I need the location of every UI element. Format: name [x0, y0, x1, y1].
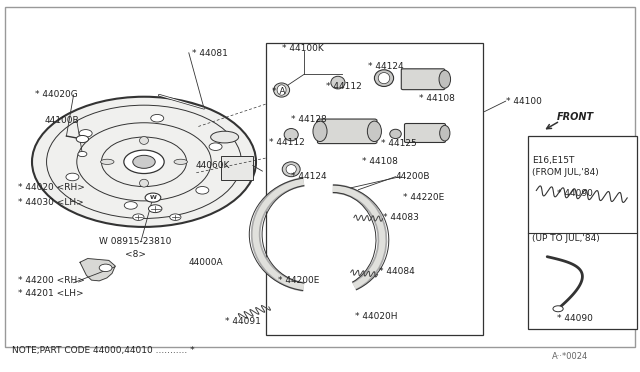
- Bar: [528, 136, 637, 329]
- FancyBboxPatch shape: [317, 119, 377, 144]
- Text: 44200B: 44200B: [396, 172, 430, 181]
- Text: * 44112: * 44112: [326, 82, 362, 91]
- Ellipse shape: [140, 137, 148, 144]
- Text: * 44091: * 44091: [225, 317, 261, 326]
- Text: NOTE;PART CODE 44000,44010 ........... *: NOTE;PART CODE 44000,44010 ........... *: [12, 346, 194, 355]
- Text: * 44084: * 44084: [379, 267, 415, 276]
- Circle shape: [170, 214, 181, 220]
- Ellipse shape: [378, 73, 390, 84]
- Circle shape: [133, 155, 155, 168]
- Text: * 44020 <RH>: * 44020 <RH>: [18, 183, 84, 192]
- Ellipse shape: [211, 131, 239, 143]
- Text: * 44100: * 44100: [506, 97, 541, 106]
- Ellipse shape: [367, 121, 381, 141]
- Text: * 44124: * 44124: [368, 62, 404, 71]
- Circle shape: [124, 150, 164, 173]
- Text: 44060K: 44060K: [195, 161, 230, 170]
- Circle shape: [78, 151, 87, 157]
- Text: W: W: [150, 195, 156, 200]
- Text: * 44124: * 44124: [291, 172, 327, 181]
- Ellipse shape: [439, 70, 451, 88]
- Circle shape: [79, 129, 92, 137]
- Bar: [221, 156, 253, 180]
- Text: * 44081: * 44081: [192, 49, 228, 58]
- Circle shape: [553, 306, 563, 312]
- Text: * 44125: * 44125: [381, 139, 417, 148]
- Bar: [266, 43, 483, 335]
- Text: 44000A: 44000A: [189, 258, 223, 267]
- Ellipse shape: [284, 128, 298, 141]
- Text: * 44100K: * 44100K: [282, 44, 323, 53]
- Ellipse shape: [440, 125, 450, 141]
- Text: * 44083: * 44083: [383, 213, 419, 222]
- Ellipse shape: [100, 159, 114, 164]
- Text: * 44201 <LH>: * 44201 <LH>: [18, 289, 84, 298]
- Text: (UP TO JUL,'84): (UP TO JUL,'84): [532, 234, 600, 243]
- Text: * 44020G: * 44020G: [35, 90, 78, 99]
- Text: <8>: <8>: [125, 250, 146, 259]
- Text: * 44128: * 44128: [291, 115, 327, 124]
- Circle shape: [124, 202, 137, 209]
- Circle shape: [99, 264, 112, 272]
- Ellipse shape: [174, 159, 188, 164]
- Circle shape: [32, 97, 256, 227]
- Text: * 44108: * 44108: [419, 94, 455, 103]
- Ellipse shape: [140, 179, 148, 187]
- Ellipse shape: [331, 76, 345, 89]
- Circle shape: [196, 186, 209, 194]
- Circle shape: [145, 193, 161, 202]
- Text: E16,E15T: E16,E15T: [532, 156, 575, 165]
- Ellipse shape: [390, 129, 401, 138]
- Polygon shape: [80, 259, 115, 281]
- Ellipse shape: [313, 121, 327, 141]
- Text: A··*0024: A··*0024: [552, 352, 588, 361]
- FancyBboxPatch shape: [401, 69, 445, 90]
- Ellipse shape: [286, 164, 296, 174]
- Text: * 44090: * 44090: [557, 189, 593, 198]
- Text: * 44030 <LH>: * 44030 <LH>: [18, 198, 84, 207]
- Ellipse shape: [282, 162, 300, 177]
- Circle shape: [151, 115, 164, 122]
- Text: * 44200E: * 44200E: [278, 276, 320, 285]
- Text: * 44220E: * 44220E: [403, 193, 444, 202]
- Text: * 44020H: * 44020H: [355, 312, 397, 321]
- Text: FRONT: FRONT: [557, 112, 594, 122]
- Circle shape: [209, 143, 222, 150]
- Circle shape: [133, 214, 144, 220]
- Ellipse shape: [374, 70, 394, 86]
- Ellipse shape: [274, 83, 290, 97]
- Text: (FROM JUL,'84): (FROM JUL,'84): [532, 169, 599, 177]
- Ellipse shape: [277, 85, 286, 95]
- Circle shape: [76, 135, 88, 142]
- Text: * 44200 <RH>: * 44200 <RH>: [18, 276, 84, 285]
- Text: * 44112: * 44112: [269, 138, 305, 147]
- Text: * 44090: * 44090: [557, 314, 593, 323]
- Circle shape: [148, 205, 162, 213]
- FancyBboxPatch shape: [404, 124, 445, 142]
- Text: * 44108: * 44108: [362, 157, 397, 166]
- Circle shape: [66, 173, 79, 181]
- Text: * A: * A: [272, 87, 285, 96]
- Text: W 08915-23810: W 08915-23810: [99, 237, 172, 246]
- Text: 44100B: 44100B: [45, 116, 79, 125]
